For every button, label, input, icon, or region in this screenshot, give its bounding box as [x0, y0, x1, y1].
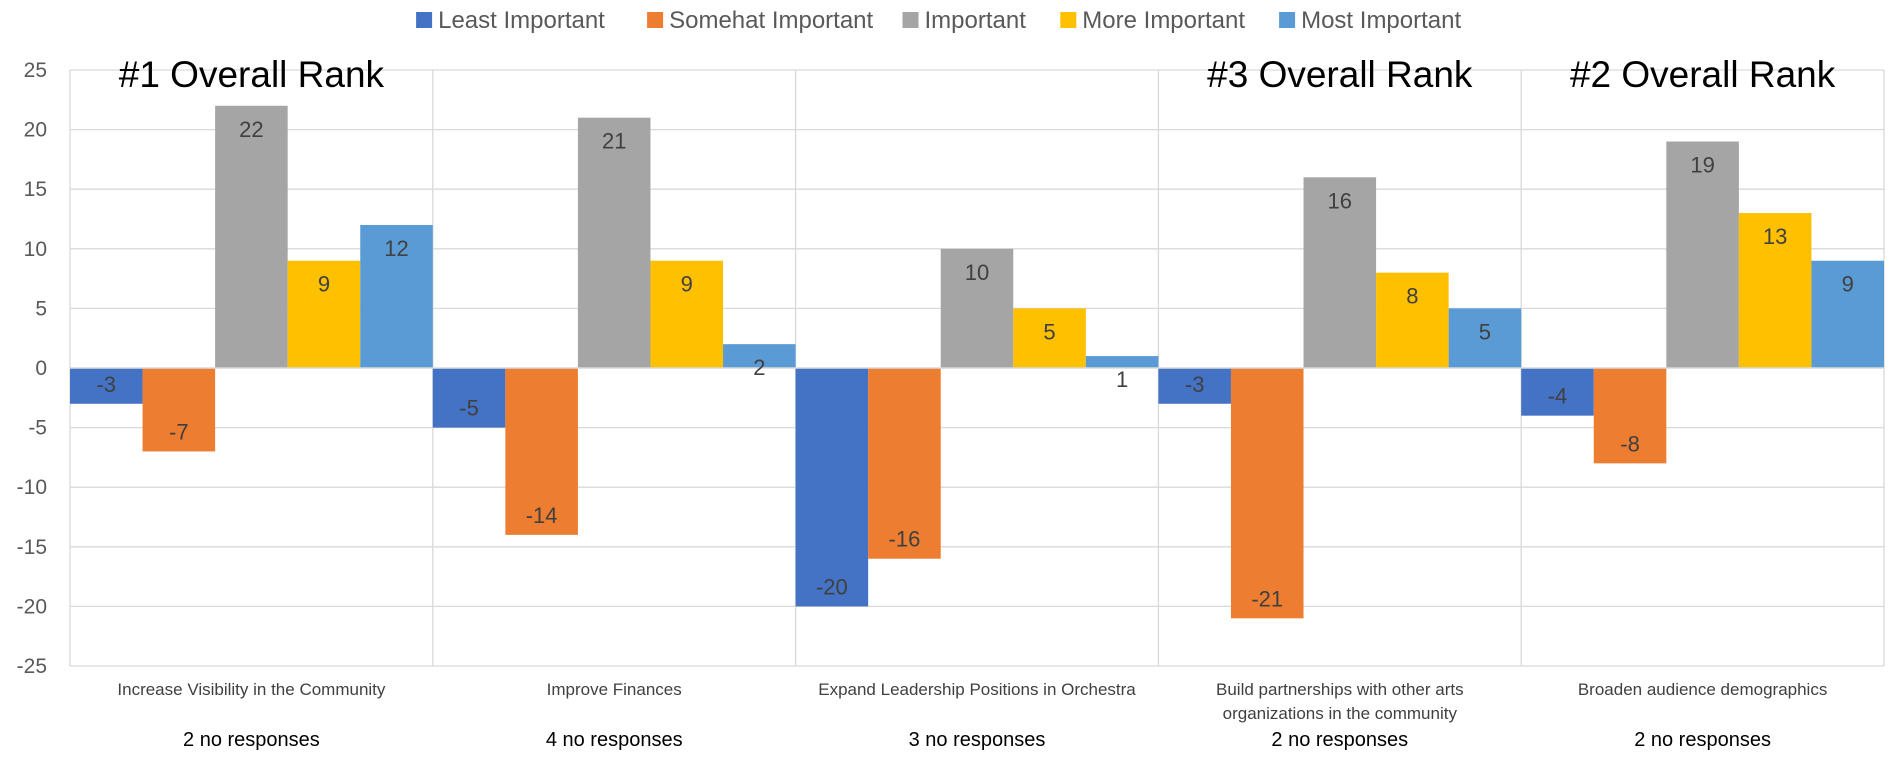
data-label: -14	[526, 503, 558, 528]
rank-annotation: #3 Overall Rank	[1207, 54, 1473, 95]
legend-item: Most Important	[1279, 7, 1461, 34]
legend-item: More Important	[1060, 7, 1245, 34]
legend-swatch	[1060, 12, 1077, 28]
legend-swatch	[1279, 12, 1296, 28]
bar	[650, 260, 724, 368]
y-tick-label: 0	[35, 357, 47, 380]
bar	[1230, 368, 1304, 619]
data-label: -7	[169, 419, 189, 444]
legend-label: More Important	[1082, 7, 1245, 34]
bars	[70, 105, 1884, 619]
data-label: -3	[1185, 372, 1205, 397]
data-label: -21	[1251, 586, 1283, 611]
data-label: -5	[459, 396, 479, 421]
bar	[287, 260, 361, 368]
bar	[1593, 368, 1667, 464]
data-label: 5	[1479, 319, 1491, 344]
data-label: 13	[1763, 224, 1787, 249]
bar	[505, 368, 578, 535]
y-tick-label: -5	[28, 417, 47, 440]
y-tick-label: -10	[17, 476, 47, 499]
category-label: Improve Finances	[547, 680, 682, 699]
bar	[795, 368, 869, 607]
data-label: 10	[965, 260, 989, 285]
legend-label: Most Important	[1301, 7, 1461, 34]
bar	[360, 224, 433, 368]
bar	[1448, 308, 1522, 368]
bar	[1085, 356, 1159, 368]
legend-label: Somehat Important	[669, 7, 873, 34]
bar	[1521, 368, 1594, 416]
annotations: Increase Visibility in the Community 2 no…	[117, 54, 1835, 751]
bar	[1303, 177, 1377, 368]
data-label: -8	[1620, 431, 1640, 456]
bar	[70, 368, 143, 404]
y-tick-label: 10	[24, 238, 47, 261]
legend: Least Important Somehat Important Importan…	[416, 7, 1461, 34]
y-tick-label: 25	[24, 59, 47, 82]
data-label: 9	[681, 272, 693, 297]
data-label: 5	[1043, 319, 1055, 344]
bar	[1811, 260, 1884, 368]
data-label: -4	[1548, 384, 1568, 409]
bar	[577, 117, 651, 369]
y-tick-label: -15	[17, 536, 47, 559]
y-tick-label: 20	[24, 119, 47, 142]
data-label: -20	[816, 574, 848, 599]
legend-item: Important	[902, 7, 1027, 34]
no-responses-note: 4 no responses	[546, 729, 683, 751]
y-tick-label: 5	[35, 297, 47, 320]
category-label: Build partnerships with other arts	[1216, 680, 1464, 699]
bar	[1376, 272, 1449, 368]
legend-label: Least Important	[438, 7, 605, 34]
no-responses-note: 2 no responses	[183, 729, 320, 751]
bar	[1738, 213, 1812, 368]
category-label: Broaden audience demographics	[1578, 680, 1828, 699]
legend-label: Important	[925, 7, 1027, 34]
data-label: 19	[1690, 153, 1714, 178]
bar	[868, 368, 941, 559]
legend-item: Least Important	[416, 7, 605, 34]
bar	[432, 368, 506, 428]
legend-swatch	[902, 12, 919, 28]
data-label: 22	[239, 117, 263, 142]
bar	[215, 105, 288, 368]
data-label: 21	[602, 129, 626, 154]
bar	[1666, 141, 1739, 368]
data-label: -16	[889, 527, 921, 552]
bar	[723, 344, 796, 368]
y-tick-label: -25	[17, 655, 47, 678]
y-tick-label: 15	[24, 178, 47, 201]
category-label: Increase Visibility in the Community	[117, 680, 386, 699]
bar	[940, 248, 1014, 368]
category-label: organizations in the community	[1223, 704, 1458, 723]
legend-swatch	[647, 12, 664, 28]
data-label: 8	[1406, 284, 1418, 309]
bar	[1013, 308, 1086, 368]
legend-swatch	[416, 12, 433, 28]
rank-annotation: #2 Overall Rank	[1570, 54, 1836, 95]
y-tick-label: -20	[17, 595, 47, 618]
data-label: 12	[384, 236, 408, 261]
rank-annotation: #1 Overall Rank	[119, 54, 385, 95]
data-label: -3	[96, 372, 116, 397]
category-label: Expand Leadership Positions in Orchestra	[818, 680, 1136, 699]
legend-item: Somehat Important	[647, 7, 874, 34]
data-label: 1	[1116, 367, 1128, 392]
data-label: 2	[753, 355, 765, 380]
no-responses-note: 3 no responses	[909, 729, 1046, 751]
data-label: 16	[1328, 188, 1352, 213]
no-responses-note: 2 no responses	[1634, 729, 1771, 751]
bar	[1158, 368, 1231, 404]
data-label: 9	[318, 272, 330, 297]
no-responses-note: 2 no responses	[1271, 729, 1408, 751]
bar	[142, 368, 216, 452]
data-label: 9	[1842, 272, 1854, 297]
